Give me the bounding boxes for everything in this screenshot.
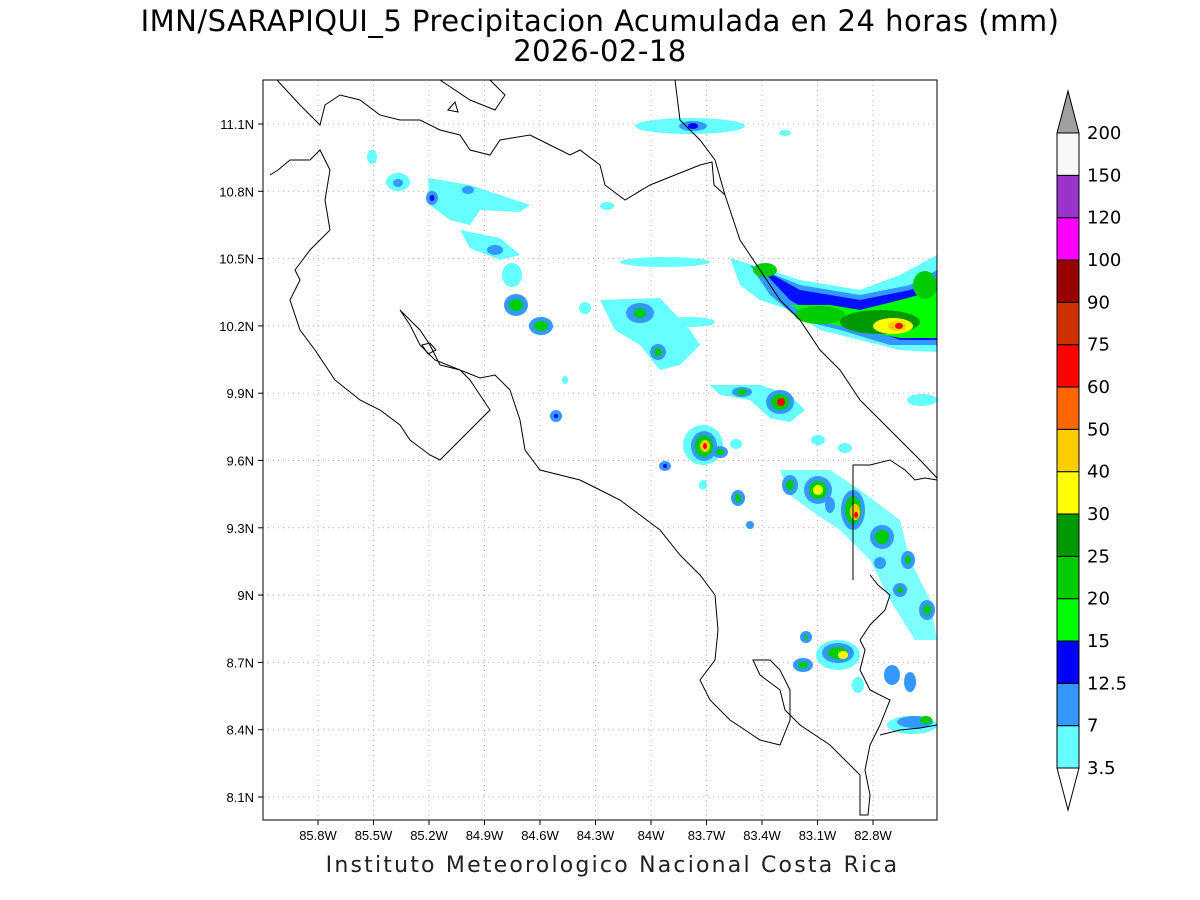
longitude-tick-label: 83.4W (743, 828, 781, 843)
colorbar-segment (1056, 555, 1080, 600)
latitude-tick-label: 9.6N (227, 454, 254, 469)
latitude-tick-label: 10.5N (219, 252, 254, 267)
longitude-tick-label: 82.8W (854, 828, 892, 843)
colorbar-level-label: 30 (1087, 504, 1110, 525)
colorbar-segment (1056, 174, 1080, 219)
colorbar-level-label: 25 (1087, 546, 1110, 567)
colorbar-level-label: 12.5 (1087, 673, 1127, 694)
colorbar-segment (1056, 344, 1080, 388)
latitude-tick-label: 9N (237, 588, 254, 603)
colorbar-level-label: 50 (1087, 419, 1110, 440)
longitude-tick-label: 84W (638, 828, 665, 843)
colorbar-segment (1056, 301, 1080, 346)
longitude-axis: 85.8W 85.5W 85.2W 84.9W 84.6W 84.3W 84W 83.7W 83… (299, 820, 893, 843)
latitude-tick-label: 9.9N (227, 386, 254, 401)
colorbar-segment (1056, 259, 1080, 303)
colorbar-level-label: 40 (1087, 462, 1110, 483)
colorbar-level-label: 120 (1087, 208, 1121, 229)
colorbar-level-label: 200 (1087, 123, 1121, 144)
colorbar-segment (1056, 682, 1080, 727)
latitude-axis: 11.1N 10.8N 10.5N 10.2N 9.9N 9.6N 9.3N 9N 8.7N 8.… (219, 117, 263, 805)
colorbar-segment (1056, 428, 1080, 473)
longitude-tick-label: 83.1W (799, 828, 837, 843)
colorbar-segment (1056, 513, 1080, 557)
colorbar-level-label: 100 (1087, 250, 1121, 271)
longitude-tick-label: 84.9W (466, 828, 504, 843)
longitude-tick-label: 83.7W (688, 828, 726, 843)
colorbar-level-label: 90 (1087, 292, 1110, 313)
longitude-tick-label: 84.6W (521, 828, 559, 843)
colorbar-segment (1056, 640, 1080, 684)
latitude-tick-label: 8.4N (227, 723, 254, 738)
latitude-tick-label: 11.1N (220, 117, 254, 132)
longitude-tick-label: 85.8W (299, 828, 337, 843)
colorbar-level-label: 150 (1087, 165, 1121, 186)
colorbar-segment (1056, 217, 1080, 261)
colorbar-level-label: 7 (1087, 716, 1098, 737)
colorbar-upper-arrow (1056, 89, 1080, 134)
map-title: IMN/SARAPIQUI_5 Precipitacion Acumulada … (140, 4, 1060, 38)
colorbar-level-label: 60 (1087, 377, 1110, 398)
longitude-tick-label: 84.3W (577, 828, 615, 843)
colorbar-segment (1056, 598, 1080, 642)
latitude-tick-label: 9.3N (227, 521, 254, 536)
latitude-tick-label: 10.2N (219, 319, 254, 334)
plot-frame (262, 79, 938, 821)
colorbar-segment (1056, 132, 1080, 176)
map-date: 2026-02-18 (513, 34, 687, 68)
colorbar: 3.5 7 12.5 15 20 25 30 40 50 60 75 90 100 120 150 200 (1056, 89, 1127, 812)
precipitation-field (367, 118, 937, 734)
longitude-tick-label: 85.2W (410, 828, 448, 843)
colorbar-lower-arrow (1056, 767, 1080, 812)
colorbar-level-label: 20 (1087, 589, 1110, 610)
colorbar-segment (1056, 725, 1080, 769)
colorbar-level-label: 3.5 (1087, 758, 1116, 779)
latitude-tick-label: 10.8N (219, 184, 254, 199)
colorbar-level-label: 75 (1087, 335, 1110, 356)
colorbar-level-label: 15 (1087, 631, 1110, 652)
latitude-tick-label: 8.1N (227, 790, 254, 805)
coastline (269, 80, 937, 816)
map-grid (263, 80, 937, 820)
colorbar-segment (1056, 471, 1080, 515)
colorbar-segment (1056, 386, 1080, 430)
footer-credit: Instituto Meteorologico Nacional Costa R… (325, 853, 900, 878)
longitude-tick-label: 85.5W (355, 828, 393, 843)
latitude-tick-label: 8.7N (227, 655, 254, 670)
